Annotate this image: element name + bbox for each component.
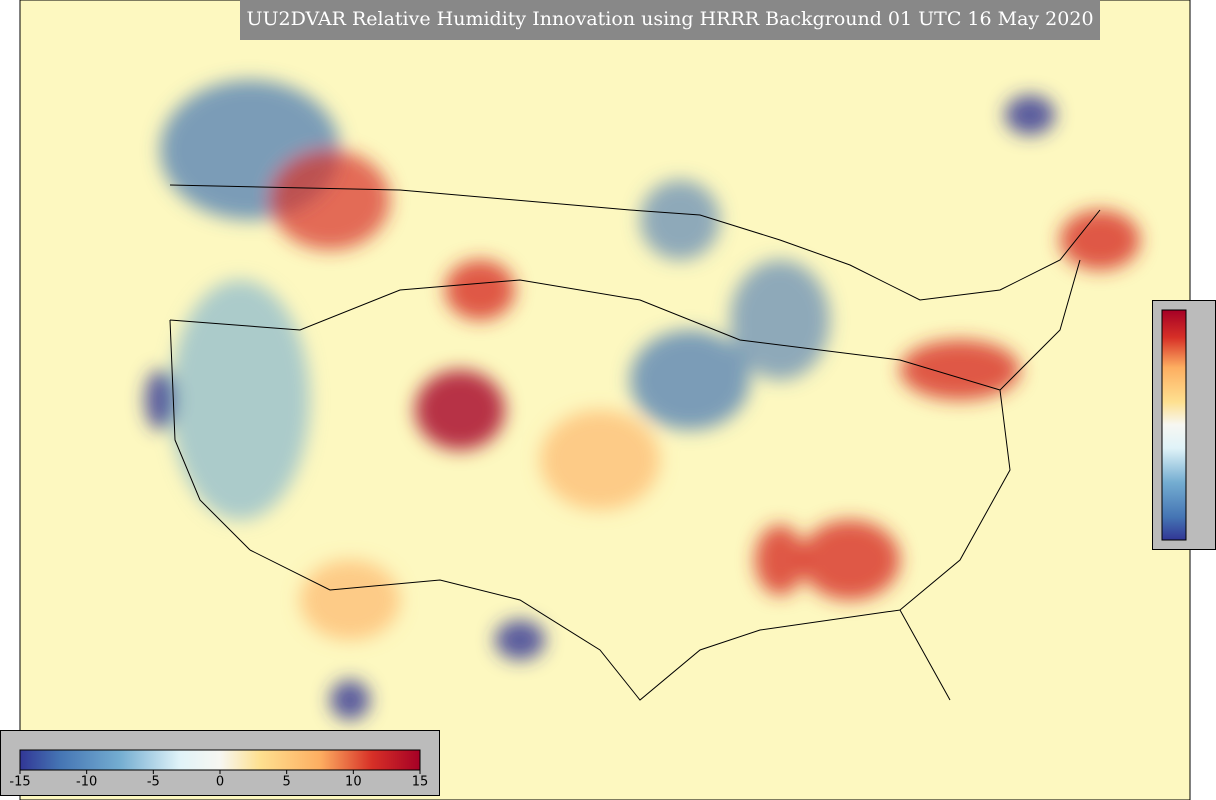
tick-label: -5 [147, 775, 160, 790]
colorbar [1161, 309, 1187, 541]
title-box: UU2DVAR Relative Humidity Innovation usi… [240, 0, 1100, 40]
title: UU2DVAR Relative Humidity Innovation usi… [246, 8, 1093, 30]
tick-label: 0 [216, 775, 224, 790]
tick-label: 5 [283, 775, 291, 790]
colorbar-vertical [1152, 300, 1216, 550]
tick-label: -10 [76, 775, 97, 790]
tick-label: 10 [345, 775, 362, 790]
map-area [19, 0, 1191, 800]
tick-label: -15 [9, 775, 30, 790]
tick-label: 15 [412, 775, 429, 790]
boundaries [169, 184, 1101, 701]
colorbar [19, 749, 421, 771]
title-background [240, 0, 1100, 40]
innovation-field [145, 80, 1140, 720]
